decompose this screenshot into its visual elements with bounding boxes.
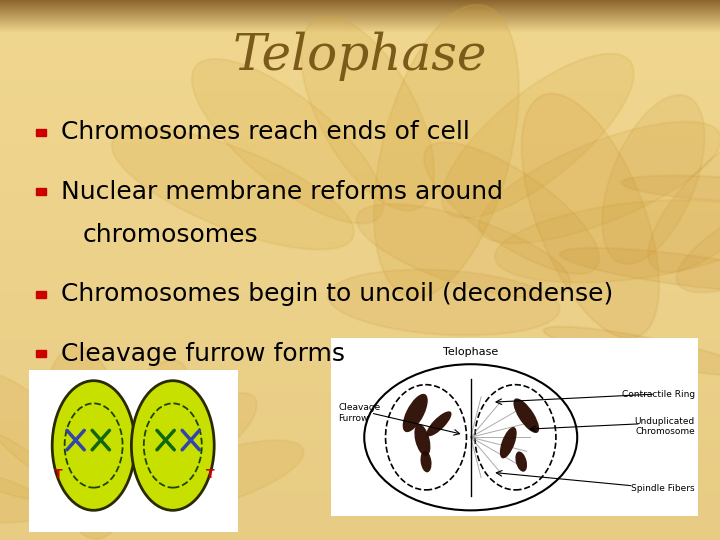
Ellipse shape — [123, 393, 257, 494]
Ellipse shape — [0, 373, 86, 485]
Text: Spindle Fibers: Spindle Fibers — [631, 484, 695, 493]
FancyBboxPatch shape — [36, 188, 46, 195]
Text: Contractile Ring: Contractile Ring — [621, 389, 695, 399]
Ellipse shape — [602, 95, 705, 264]
Ellipse shape — [415, 424, 431, 456]
Ellipse shape — [43, 347, 130, 539]
Ellipse shape — [301, 16, 434, 211]
Ellipse shape — [500, 427, 517, 458]
Ellipse shape — [495, 200, 720, 282]
Ellipse shape — [328, 269, 559, 335]
Ellipse shape — [192, 59, 384, 224]
Ellipse shape — [140, 440, 304, 512]
Ellipse shape — [648, 125, 720, 273]
Ellipse shape — [544, 327, 720, 375]
FancyBboxPatch shape — [36, 129, 46, 136]
Ellipse shape — [131, 381, 215, 510]
Ellipse shape — [420, 451, 431, 472]
Text: Unduplicated
Chromosome: Unduplicated Chromosome — [634, 417, 695, 436]
Ellipse shape — [402, 394, 428, 432]
Ellipse shape — [53, 381, 135, 510]
Ellipse shape — [0, 464, 47, 523]
FancyBboxPatch shape — [36, 350, 46, 357]
Ellipse shape — [513, 399, 539, 433]
FancyBboxPatch shape — [331, 338, 698, 516]
Ellipse shape — [441, 53, 634, 218]
Ellipse shape — [0, 413, 60, 500]
Text: Cleavage
Furrow: Cleavage Furrow — [338, 403, 381, 423]
FancyBboxPatch shape — [36, 291, 46, 298]
Text: Chromosomes begin to uncoil (decondense): Chromosomes begin to uncoil (decondense) — [61, 282, 613, 306]
Ellipse shape — [560, 248, 720, 292]
Ellipse shape — [516, 451, 527, 472]
Text: Cleavage furrow forms: Cleavage furrow forms — [61, 342, 345, 366]
Text: Nuclear membrane reforms around: Nuclear membrane reforms around — [61, 180, 503, 204]
Ellipse shape — [426, 411, 451, 436]
Text: chromosomes: chromosomes — [83, 223, 258, 247]
Ellipse shape — [424, 143, 599, 274]
Ellipse shape — [92, 360, 188, 483]
Ellipse shape — [677, 179, 720, 293]
Ellipse shape — [621, 176, 720, 202]
Ellipse shape — [112, 128, 354, 249]
Ellipse shape — [356, 204, 570, 298]
Text: Chromosomes reach ends of cell: Chromosomes reach ends of cell — [61, 120, 470, 144]
Text: T: T — [54, 468, 62, 481]
Text: Telophase: Telophase — [443, 347, 498, 357]
FancyBboxPatch shape — [29, 370, 238, 532]
Text: T: T — [206, 468, 214, 481]
Ellipse shape — [479, 122, 720, 244]
Ellipse shape — [521, 93, 660, 339]
Ellipse shape — [374, 5, 519, 298]
Text: Telophase: Telophase — [233, 32, 487, 82]
